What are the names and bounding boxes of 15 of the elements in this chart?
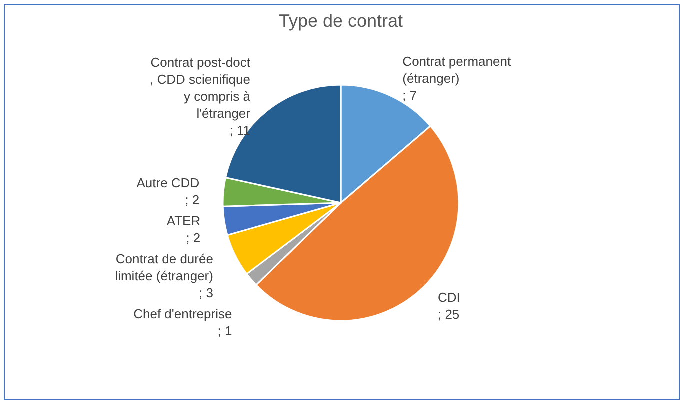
slice-label: Autre CDD (136, 175, 200, 190)
data-label: ; 11 (230, 122, 250, 138)
chart-title: Type de contrat (278, 11, 404, 31)
data-label: ; 1 (218, 323, 232, 338)
slice-label: ATER (166, 213, 201, 228)
slice-label: CDI (438, 290, 460, 305)
slice-label: Contrat post-doct , CDD scienifique y compris à l'étranger (150, 54, 252, 121)
slice-label: Contrat permanent (étranger) (402, 54, 512, 86)
data-label: ; 25 (438, 306, 460, 322)
slice-label: Chef d'entreprise (134, 306, 232, 322)
data-label: ; 2 (186, 230, 201, 246)
data-label: ; 3 (199, 285, 214, 300)
data-label: ; 2 (185, 192, 200, 208)
data-label: ; 7 (402, 88, 418, 104)
slice-label: Contrat de durée limitée (étranger) (115, 251, 214, 284)
